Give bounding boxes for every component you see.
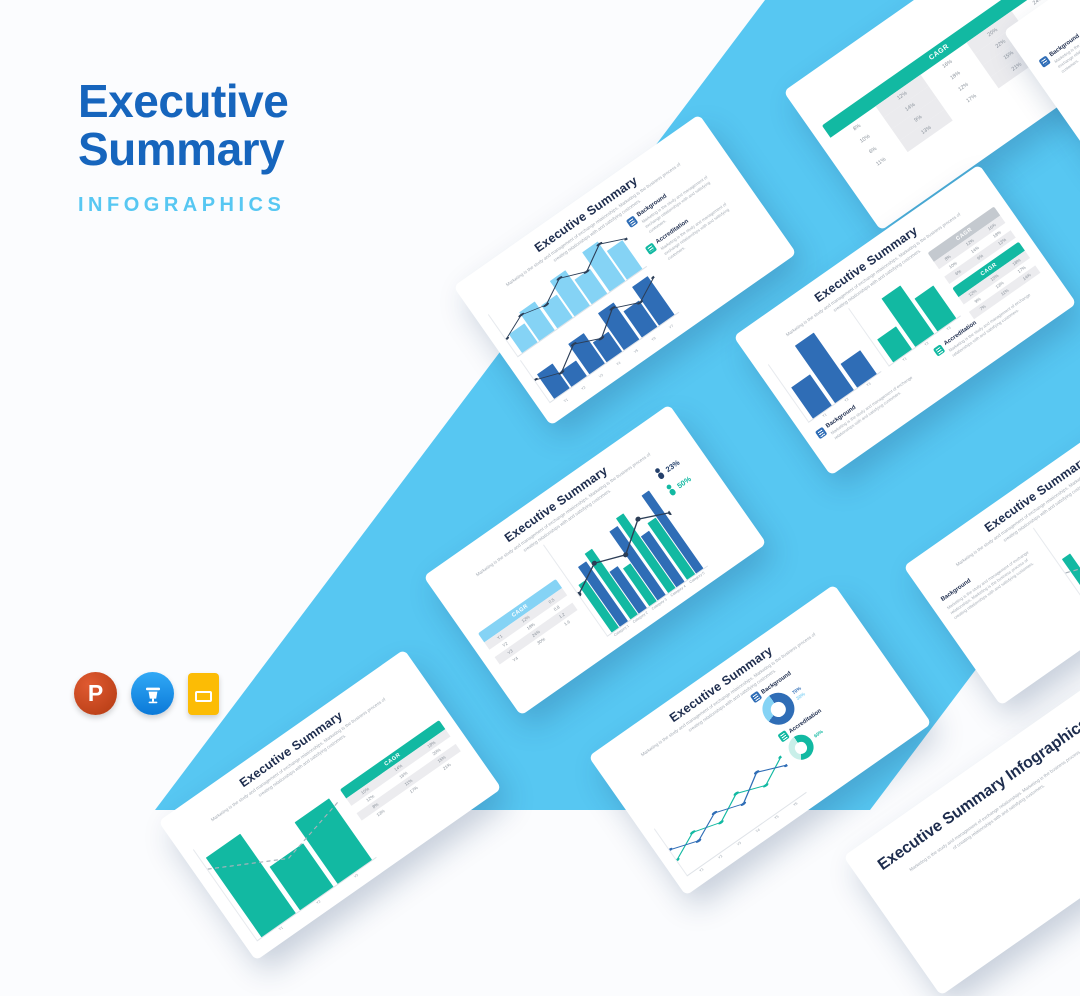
background-icon bbox=[815, 427, 828, 440]
cagr-table: CAGR Y1 12% 0.5 Y2 18% 0.8 Y3 24% 1.2 Y4 30% 1.6 bbox=[478, 579, 583, 672]
background-icon bbox=[1038, 55, 1051, 68]
keynote-icon bbox=[131, 672, 174, 715]
accreditation-icon bbox=[644, 242, 658, 256]
person-stat: 50% bbox=[664, 465, 705, 499]
hero-title-line2: Summary bbox=[78, 122, 285, 175]
slides-inner-frame bbox=[195, 691, 212, 702]
stat-value: 23% bbox=[663, 457, 682, 474]
background-icon bbox=[626, 215, 639, 229]
accreditation-icon bbox=[933, 344, 946, 358]
hero-subtitle: INFOGRAPHICS bbox=[78, 193, 286, 216]
app-icons: P bbox=[74, 672, 219, 715]
cagr-table: CAGR 10% 14% 18% 12% 16% 20% 8% 11% 15% 13% 17% 21% bbox=[339, 720, 466, 828]
stat-value: 50% bbox=[675, 474, 693, 491]
hero-heading: Executive Summary INFOGRAPHICS bbox=[78, 75, 289, 217]
google-slides-icon bbox=[188, 672, 219, 715]
promo-canvas: { "hero": { "title_line1": "Executive", … bbox=[0, 0, 1080, 810]
person-icon bbox=[666, 484, 676, 496]
powerpoint-icon: P bbox=[74, 672, 117, 715]
powerpoint-letter: P bbox=[87, 680, 104, 706]
podium-glyph bbox=[145, 687, 160, 703]
donut-value: 60% bbox=[813, 729, 825, 740]
person-icon bbox=[655, 468, 665, 480]
hero-title-line1: Executive bbox=[78, 75, 289, 127]
person-stats: 23% 50% bbox=[651, 447, 751, 566]
background-block: Background Marketing is the study and ma… bbox=[1038, 0, 1080, 82]
person-stat: 23% bbox=[653, 448, 694, 482]
